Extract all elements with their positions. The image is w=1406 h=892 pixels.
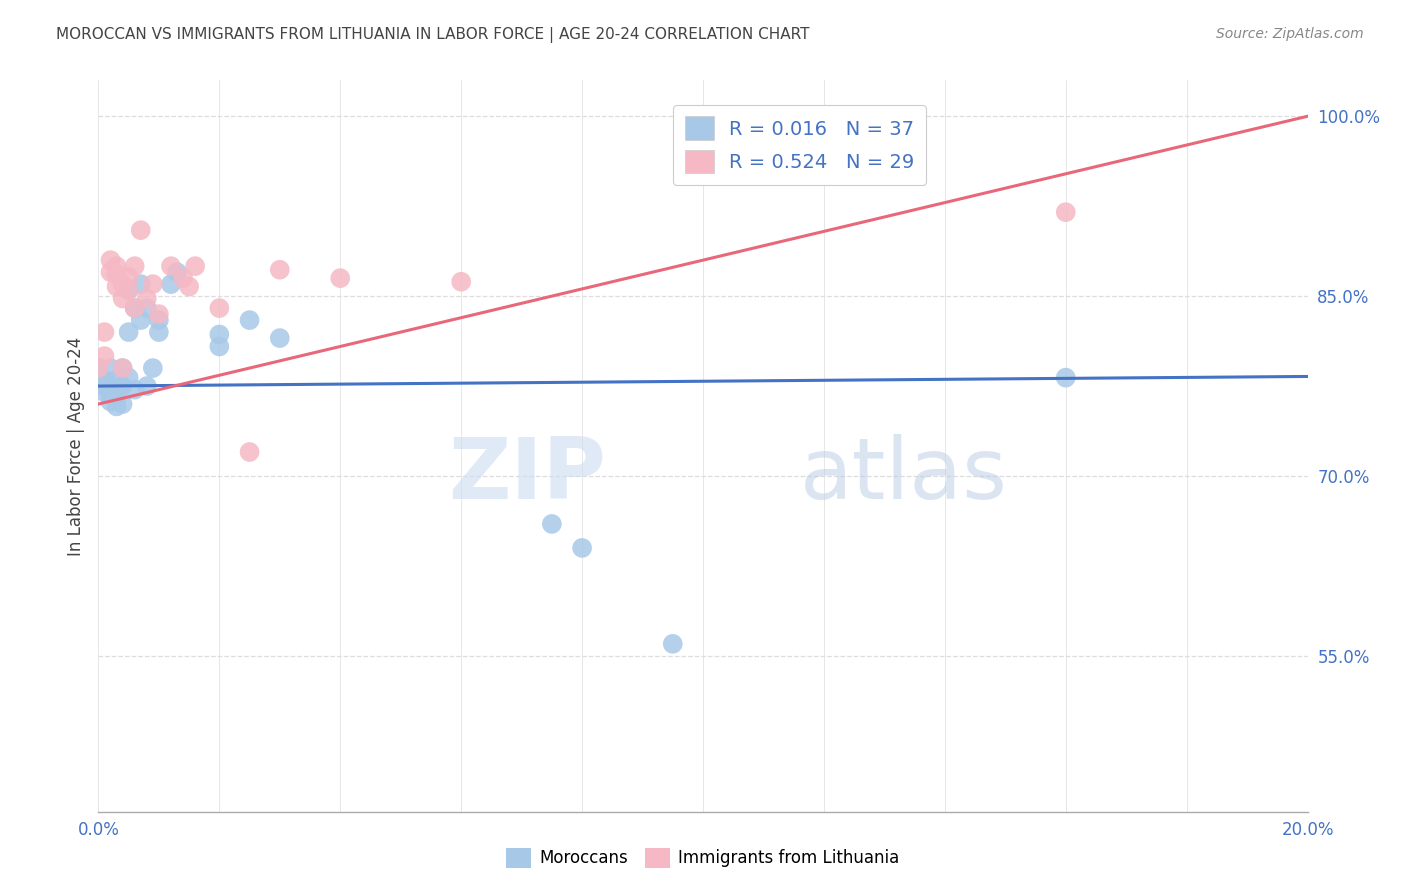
- Point: [87, 361, 110, 376]
- Point: [540, 516, 562, 531]
- Text: atlas: atlas: [800, 434, 1008, 516]
- Point: [118, 370, 141, 384]
- Point: [100, 361, 122, 376]
- Point: [129, 313, 152, 327]
- Point: [124, 259, 146, 273]
- Text: ZIP: ZIP: [449, 434, 606, 516]
- Point: [239, 313, 262, 327]
- Point: [111, 361, 134, 376]
- Point: [208, 339, 231, 353]
- Point: [100, 394, 122, 409]
- Point: [135, 292, 157, 306]
- Point: [93, 385, 115, 400]
- Text: MOROCCAN VS IMMIGRANTS FROM LITHUANIA IN LABOR FORCE | AGE 20-24 CORRELATION CHA: MOROCCAN VS IMMIGRANTS FROM LITHUANIA IN…: [56, 27, 810, 43]
- Point: [93, 373, 115, 387]
- Point: [269, 262, 291, 277]
- Point: [93, 325, 115, 339]
- Point: [148, 325, 170, 339]
- Point: [142, 361, 165, 376]
- Point: [111, 379, 134, 393]
- Point: [124, 383, 146, 397]
- Point: [172, 271, 194, 285]
- Point: [160, 277, 183, 292]
- Point: [111, 277, 134, 292]
- Point: [124, 301, 146, 315]
- Y-axis label: In Labor Force | Age 20-24: In Labor Force | Age 20-24: [66, 336, 84, 556]
- Legend: Moroccans, Immigrants from Lithuania: Moroccans, Immigrants from Lithuania: [499, 841, 907, 875]
- Point: [160, 259, 183, 273]
- Point: [100, 265, 122, 279]
- Point: [269, 331, 291, 345]
- Point: [105, 259, 128, 273]
- Point: [111, 397, 134, 411]
- Point: [239, 445, 262, 459]
- Point: [142, 277, 165, 292]
- Point: [100, 379, 122, 393]
- Point: [111, 361, 134, 376]
- Point: [208, 327, 231, 342]
- Point: [184, 259, 207, 273]
- Point: [105, 279, 128, 293]
- Point: [93, 349, 115, 363]
- Point: [450, 275, 472, 289]
- Point: [208, 301, 231, 315]
- Point: [129, 223, 152, 237]
- Point: [148, 313, 170, 327]
- Point: [105, 391, 128, 405]
- Point: [105, 268, 128, 282]
- Point: [135, 379, 157, 393]
- Point: [124, 301, 146, 315]
- Point: [118, 283, 141, 297]
- Point: [87, 361, 110, 376]
- Point: [1054, 370, 1077, 384]
- Point: [1054, 205, 1077, 219]
- Point: [100, 387, 122, 401]
- Point: [129, 277, 152, 292]
- Point: [93, 379, 115, 393]
- Point: [105, 400, 128, 414]
- Point: [100, 253, 122, 268]
- Point: [571, 541, 593, 555]
- Point: [111, 292, 134, 306]
- Point: [135, 301, 157, 315]
- Point: [661, 637, 683, 651]
- Point: [148, 307, 170, 321]
- Point: [166, 265, 188, 279]
- Point: [118, 269, 141, 284]
- Point: [118, 283, 141, 297]
- Point: [118, 325, 141, 339]
- Point: [329, 271, 352, 285]
- Text: Source: ZipAtlas.com: Source: ZipAtlas.com: [1216, 27, 1364, 41]
- Point: [105, 383, 128, 397]
- Point: [105, 373, 128, 387]
- Point: [179, 279, 201, 293]
- Legend: R = 0.016   N = 37, R = 0.524   N = 29: R = 0.016 N = 37, R = 0.524 N = 29: [673, 104, 927, 186]
